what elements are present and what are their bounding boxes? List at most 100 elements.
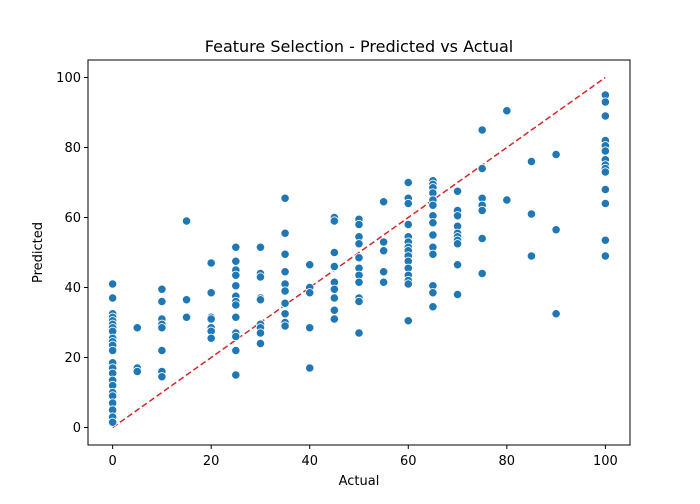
- reference-line-group: [112, 76, 606, 429]
- data-point-69: [280, 267, 290, 277]
- data-point-151: [477, 268, 487, 279]
- data-point-119: [403, 279, 413, 289]
- data-point-25: [132, 366, 142, 377]
- x-axis-label: Actual: [339, 474, 380, 489]
- data-point-155: [526, 209, 537, 219]
- data-point-88: [329, 305, 339, 315]
- x-tick-label: 0: [108, 454, 116, 469]
- data-point-128: [428, 218, 438, 228]
- data-point-170: [600, 184, 610, 195]
- data-point-137: [452, 211, 463, 221]
- data-point-108: [403, 198, 413, 209]
- points-group: [108, 90, 610, 427]
- data-point-135: [452, 186, 463, 196]
- data-point-126: [428, 200, 438, 210]
- y-tick-label: 80: [64, 141, 81, 156]
- data-point-34: [181, 216, 192, 226]
- plot-frame: [87, 59, 631, 446]
- data-point-52: [231, 312, 241, 322]
- data-point-79: [305, 323, 315, 333]
- data-point-94: [354, 253, 364, 263]
- data-point-103: [379, 246, 389, 256]
- data-point-65: [255, 338, 266, 349]
- data-point-55: [231, 345, 241, 356]
- data-point-71: [280, 286, 290, 296]
- data-point-133: [428, 288, 438, 298]
- data-point-87: [329, 293, 339, 303]
- data-point-36: [181, 312, 192, 322]
- data-point-72: [280, 298, 290, 308]
- data-point-101: [379, 197, 389, 207]
- data-point-44: [231, 242, 241, 252]
- data-point-146: [477, 163, 487, 174]
- y-tick-label: 100: [56, 71, 81, 86]
- data-point-22: [108, 417, 118, 427]
- x-tick-label: 100: [593, 454, 618, 469]
- data-point-150: [477, 233, 487, 244]
- data-point-86: [329, 284, 339, 294]
- data-point-149: [477, 205, 487, 216]
- data-point-43: [206, 333, 216, 343]
- data-point-51: [231, 300, 241, 310]
- data-point-37: [206, 258, 216, 268]
- data-point-84: [329, 261, 339, 272]
- data-point-54: [231, 331, 241, 342]
- x-tick-label: 80: [499, 454, 516, 469]
- data-point-158: [551, 225, 561, 235]
- data-point-105: [379, 277, 389, 287]
- data-point-159: [551, 309, 561, 319]
- data-point-120: [403, 316, 413, 326]
- data-point-26: [157, 284, 167, 294]
- data-point-89: [329, 314, 339, 324]
- data-point-152: [502, 106, 512, 116]
- data-point-153: [502, 195, 512, 205]
- data-point-30: [157, 323, 167, 333]
- data-point-48: [231, 281, 241, 291]
- data-point-33: [157, 372, 167, 382]
- y-axis-label: Predicted: [31, 222, 46, 283]
- data-point-131: [428, 249, 438, 259]
- data-point-91: [354, 219, 364, 230]
- data-point-93: [354, 239, 364, 249]
- data-point-97: [354, 277, 364, 287]
- data-point-142: [452, 239, 463, 249]
- x-tick-label: 60: [400, 454, 417, 469]
- reference-line: [112, 76, 606, 429]
- x-tick-label: 20: [203, 454, 220, 469]
- data-point-106: [403, 177, 413, 188]
- data-point-67: [280, 228, 290, 238]
- data-point-104: [379, 267, 389, 277]
- data-point-173: [600, 251, 610, 261]
- data-point-45: [231, 256, 241, 266]
- y-tick-label: 20: [64, 351, 81, 366]
- data-point-78: [305, 288, 315, 298]
- data-point-23: [132, 323, 142, 333]
- data-point-165: [600, 146, 610, 156]
- data-point-82: [329, 216, 339, 226]
- data-point-0: [108, 279, 118, 289]
- data-point-68: [280, 249, 290, 259]
- data-point-109: [403, 219, 413, 230]
- y-tick-label: 60: [64, 211, 81, 226]
- data-point-11: [108, 345, 118, 356]
- data-point-134: [428, 302, 438, 312]
- data-point-1: [108, 293, 118, 303]
- data-point-102: [379, 237, 389, 247]
- data-point-57: [255, 242, 266, 252]
- data-point-169: [600, 167, 610, 177]
- data-point-76: [305, 260, 315, 270]
- y-tick-label: 0: [73, 421, 81, 436]
- data-point-100: [354, 328, 364, 338]
- data-point-75: [280, 321, 290, 331]
- data-point-35: [181, 295, 192, 305]
- data-point-64: [255, 328, 266, 338]
- data-point-157: [551, 149, 561, 160]
- data-point-47: [231, 270, 241, 280]
- data-point-40: [206, 314, 216, 324]
- data-point-80: [305, 363, 315, 373]
- data-point-61: [255, 295, 266, 305]
- data-point-145: [477, 125, 487, 135]
- data-point-162: [600, 111, 610, 121]
